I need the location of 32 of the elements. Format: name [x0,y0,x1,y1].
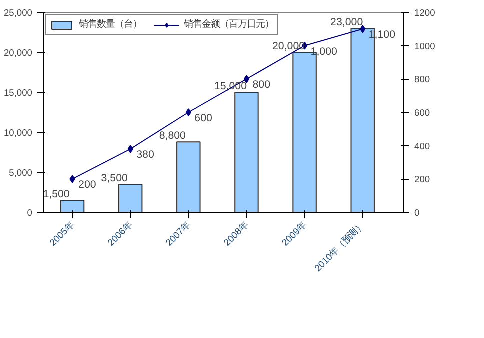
bar [60,200,85,212]
y-tick-label: 15,000 [4,88,32,98]
data-label: 600 [194,112,213,124]
y-tick-label: 25,000 [4,8,32,18]
y-tick-label: 20,000 [4,48,32,58]
data-label: 800 [252,79,271,92]
legend-label: 销售金额（百万日元） [184,18,274,31]
data-label: 23,000 [330,16,364,28]
data-label: 1,500 [43,188,70,200]
bar [118,184,143,212]
data-label: 3,500 [101,172,128,184]
y2-tick-label: 1000 [414,41,436,52]
point [128,145,134,154]
y-tick-label: 0 [27,208,33,218]
data-label: 380 [136,149,154,162]
y2-tick-label: 600 [414,108,430,118]
data-label: 8,800 [159,130,186,142]
bar [234,92,259,212]
data-label: 200 [78,179,96,192]
legend-label: 销售数量（台） [79,18,142,31]
y2-tick-label: 400 [414,141,430,152]
y-tick-label: 5,000 [9,168,32,178]
point [186,108,192,116]
y-tick-label: 10,000 [4,128,32,138]
point [244,75,250,84]
point [70,175,76,184]
y2-tick-label: 0 [414,208,420,218]
y2-tick-label: 200 [414,174,430,185]
data-label: 1,000 [310,46,338,58]
y2-tick-label: 800 [414,74,430,85]
y2-tick-label: 1200 [414,8,436,18]
bar [176,142,201,212]
